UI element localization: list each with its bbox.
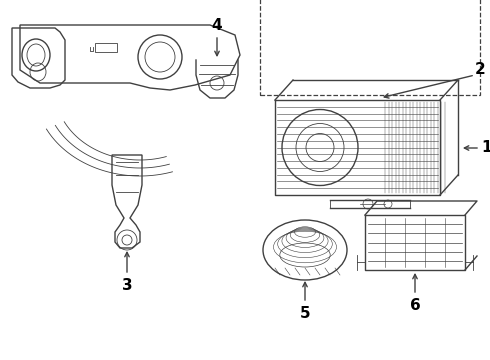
Text: 6: 6 xyxy=(410,297,420,312)
Text: 4: 4 xyxy=(212,18,222,32)
Text: 1: 1 xyxy=(482,140,490,156)
Bar xyxy=(95,43,117,52)
Text: 3: 3 xyxy=(122,278,132,292)
Text: 2: 2 xyxy=(475,63,486,77)
Bar xyxy=(260,0,480,95)
Text: 5: 5 xyxy=(300,306,310,320)
